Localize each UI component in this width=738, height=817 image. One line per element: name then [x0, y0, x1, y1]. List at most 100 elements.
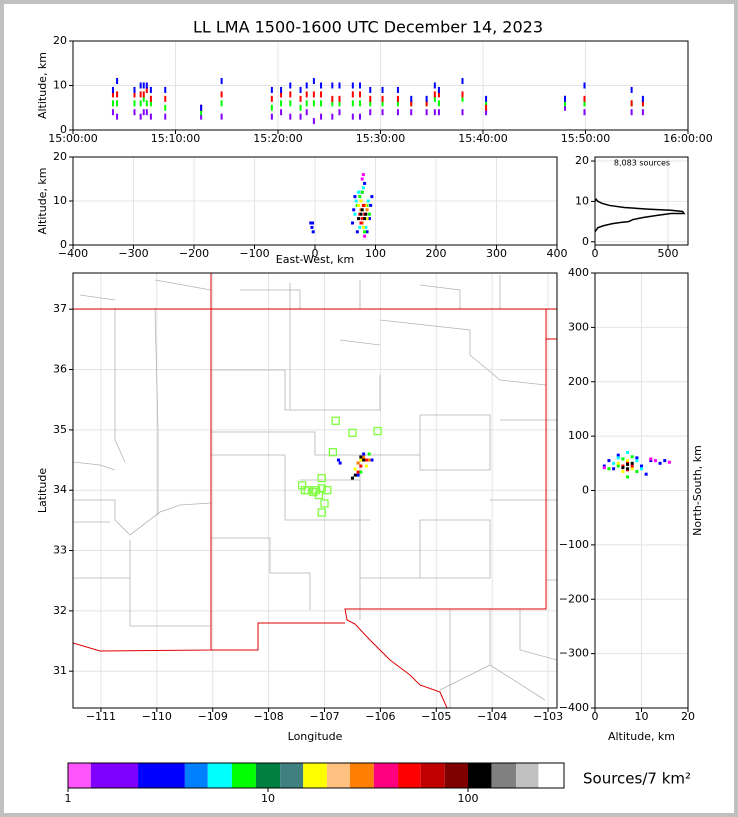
source-point: [299, 86, 302, 93]
source-point: [437, 91, 440, 98]
axes-frame: [594, 272, 689, 709]
station: [300, 486, 310, 495]
source-point: [396, 95, 399, 102]
source-point: [280, 91, 283, 98]
source-point: [612, 461, 616, 465]
source-point: [145, 86, 148, 93]
source-point: [351, 91, 354, 98]
source-point: [351, 221, 355, 225]
source-point: [338, 82, 341, 89]
colorbar-segment: [280, 763, 304, 788]
x-axis-label: Longitude: [288, 730, 343, 743]
source-point: [630, 109, 633, 116]
profile-line: [594, 198, 686, 233]
colorbar-segment: [184, 763, 208, 788]
colorbar-segment: [538, 763, 564, 788]
source-point: [142, 82, 145, 89]
source-point: [220, 100, 223, 107]
colorbar-segment: [68, 763, 91, 788]
y-tick-label: 37: [53, 302, 67, 315]
station: [317, 473, 326, 483]
source-point: [270, 86, 273, 93]
colorbar-frame: [67, 762, 565, 789]
source-point: [367, 212, 371, 216]
source-point: [359, 113, 361, 120]
source-point: [359, 91, 361, 98]
x-tick-label: −106: [365, 710, 395, 723]
source-point: [111, 86, 114, 93]
source-point: [644, 472, 648, 476]
source-point: [360, 190, 364, 194]
source-point: [362, 452, 366, 456]
x-tick-label: −104: [477, 710, 507, 723]
source-point: [621, 469, 625, 473]
source-point: [367, 458, 371, 462]
station: [348, 428, 357, 438]
source-point: [116, 91, 119, 98]
colorbar-segment: [90, 763, 139, 788]
source-point: [396, 86, 399, 93]
x-tick-label: 200: [426, 247, 447, 260]
source-point: [381, 95, 384, 102]
source-point: [583, 82, 586, 89]
source-point: [200, 104, 203, 111]
source-point: [133, 100, 136, 107]
source-point: [621, 466, 625, 470]
x-tick-label: −400: [58, 247, 88, 260]
source-point: [270, 113, 273, 120]
station: [323, 486, 332, 495]
source-point: [289, 82, 292, 89]
source-point: [364, 225, 368, 229]
source-point: [357, 190, 361, 194]
source-point: [356, 473, 360, 477]
y-tick-label: 100: [568, 429, 589, 442]
source-point: [641, 95, 644, 102]
source-point: [353, 467, 357, 471]
source-point: [145, 100, 148, 107]
source-point: [312, 91, 315, 98]
source-point: [220, 113, 223, 120]
source-point: [369, 100, 372, 107]
source-point: [336, 458, 340, 462]
source-point: [358, 195, 362, 199]
y-tick-label: 31: [53, 664, 67, 677]
annotation: 8,083 sources: [614, 159, 670, 168]
source-point: [359, 199, 363, 203]
x-tick-label: −103: [533, 710, 563, 723]
x-tick-label: 16:00:00: [663, 132, 712, 145]
source-point: [461, 78, 464, 85]
map-base: [73, 273, 557, 708]
source-point: [145, 109, 148, 116]
source-point: [663, 459, 667, 463]
source-point: [116, 113, 119, 120]
y-tick-label: 300: [568, 320, 589, 333]
y-axis-label: North-South, km: [691, 445, 704, 536]
tick-label: 10: [261, 792, 275, 805]
colorbar-segment: [255, 763, 281, 788]
y-tick-label: 10: [53, 194, 67, 207]
source-point: [641, 109, 644, 116]
colorbar-segment: [303, 763, 327, 788]
y-axis-label: Altitude, km: [36, 167, 49, 234]
colorbar-segment: [231, 763, 256, 788]
source-point: [280, 109, 283, 116]
source-point: [116, 78, 119, 85]
source-point: [359, 221, 363, 225]
y-tick-label: −100: [559, 538, 589, 551]
source-point: [365, 217, 369, 221]
source-point: [309, 221, 313, 225]
source-point: [305, 91, 308, 98]
x-tick-label: 15:20:00: [253, 132, 302, 145]
source-point: [381, 100, 384, 107]
x-tick-label: 15:50:00: [561, 132, 610, 145]
source-point: [367, 217, 371, 221]
source-point: [145, 82, 148, 89]
source-point: [139, 113, 142, 120]
source-point: [351, 100, 354, 107]
source-point: [410, 95, 413, 102]
source-point: [353, 212, 357, 216]
station: [314, 490, 324, 500]
source-point: [437, 86, 440, 93]
colorbar-segment: [373, 763, 399, 788]
source-point: [626, 475, 630, 479]
